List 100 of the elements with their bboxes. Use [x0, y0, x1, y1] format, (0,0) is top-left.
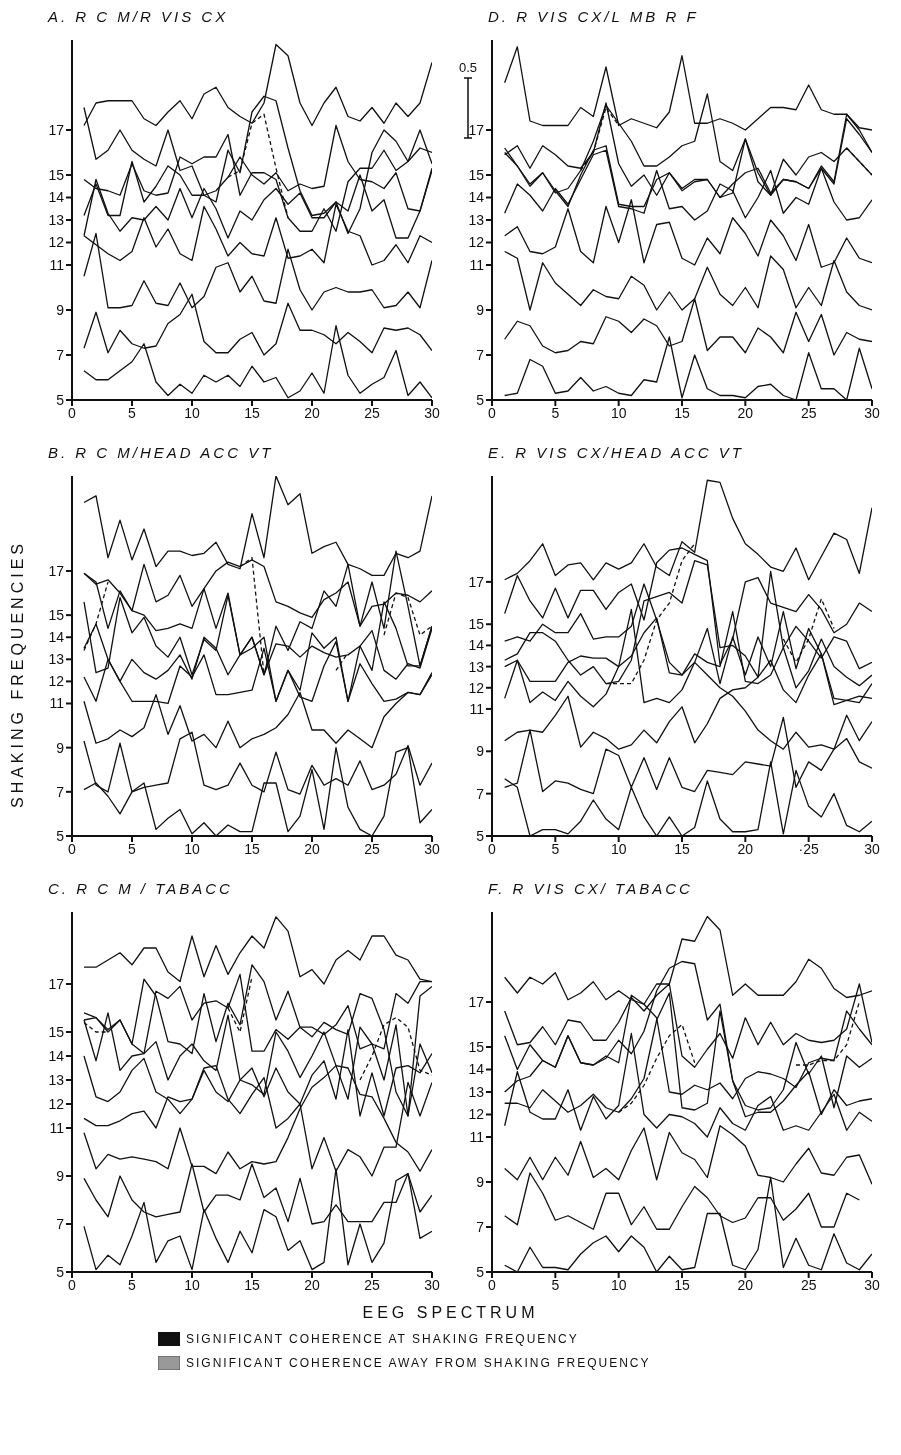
x-tick-label: 30 [864, 840, 880, 857]
x-tick-label: 15 [674, 404, 690, 421]
y-tick-label: 15 [468, 166, 485, 183]
x-tick-label: ·25 [798, 840, 819, 857]
y-tick-label: 15 [468, 1038, 485, 1055]
y-tick-label: 7 [476, 346, 485, 363]
y-tick-label: 14 [48, 189, 65, 206]
y-tick-label: 5 [56, 391, 65, 408]
y-tick-label: 13 [48, 651, 65, 668]
x-axis-title: EEG SPECTRUM [361, 1304, 540, 1322]
x-tick-label: 25 [364, 1276, 380, 1293]
x-tick-label: 25 [364, 840, 380, 857]
y-tick-label: 11 [469, 1128, 485, 1145]
x-tick-label: 5 [551, 1276, 560, 1293]
x-tick-label: 0 [68, 404, 77, 421]
y-tick-label: 12 [48, 234, 65, 251]
y-tick-label: 17 [468, 573, 485, 590]
x-tick-label: 5 [128, 404, 137, 421]
x-tick-label: 30 [424, 840, 440, 857]
y-tick-label: 7 [56, 1215, 65, 1232]
y-tick-label: 12 [48, 1095, 65, 1112]
y-tick-label: 5 [56, 1263, 65, 1280]
x-tick-label: 10 [610, 1276, 627, 1293]
y-axis-title: SHAKING FREQUENCIES [9, 539, 27, 809]
x-tick-label: 15 [674, 1276, 690, 1293]
y-tick-label: 13 [468, 1083, 485, 1100]
y-tick-label: 14 [48, 629, 65, 646]
y-tick-label: 14 [468, 637, 485, 654]
x-tick-label: 30 [424, 1276, 440, 1293]
text: SIGNIFICANT COHERENCE AT SHAKING FREQUENCY [186, 1332, 579, 1346]
x-tick-label: 20 [737, 404, 754, 421]
y-tick-label: 11 [49, 1119, 65, 1136]
y-tick-label: 11 [469, 700, 485, 717]
y-tick-label: 12 [468, 679, 485, 696]
y-tick-label: 15 [48, 607, 65, 624]
y-tick-label: 17 [48, 121, 65, 138]
x-tick-label: 0 [68, 840, 77, 857]
x-tick-label: 20 [304, 404, 320, 421]
x-tick-label: 5 [128, 1276, 137, 1293]
x-tick-label: 25 [800, 1276, 817, 1293]
y-tick-label: 12 [468, 234, 485, 251]
x-tick-label: 10 [610, 840, 627, 857]
x-tick-label: 20 [737, 840, 754, 857]
x-tick-label: 5 [551, 404, 560, 421]
x-tick-label: 0 [488, 840, 497, 857]
y-tick-label: 17 [48, 975, 65, 992]
chart-title: A. R C M/R VIS CX [48, 8, 230, 27]
x-tick-label: 0 [488, 404, 497, 421]
x-tick-label: 30 [864, 404, 880, 421]
y-tick-label: 14 [48, 1047, 65, 1064]
y-tick-label: 9 [476, 301, 485, 318]
x-tick-label: 20 [304, 840, 320, 857]
y-tick-label: 9 [56, 739, 65, 756]
x-tick-label: 15 [244, 840, 260, 857]
x-tick-label: 15 [674, 840, 690, 857]
y-tick-label: 7 [476, 785, 485, 802]
y-tick-label: 9 [476, 1173, 485, 1190]
chart-title: D. R VIS CX/L MB R F [488, 8, 700, 27]
y-tick-label: 5 [476, 391, 485, 408]
y-tick-label: 17 [48, 562, 65, 579]
y-tick-label: 13 [468, 658, 485, 675]
chart-title: C. R C M / TABACC [48, 880, 234, 899]
x-tick-label: 0 [68, 1276, 77, 1293]
chart-title: B. R C M/HEAD ACC VT [48, 444, 275, 463]
y-tick-label: 14 [468, 1061, 485, 1078]
y-tick-label: 14 [468, 189, 485, 206]
x-tick-label: 30 [424, 404, 440, 421]
y-tick-label: 17 [468, 993, 485, 1010]
y-tick-label: 13 [48, 1071, 65, 1088]
y-tick-label: 15 [48, 1023, 65, 1040]
chart-title: E. R VIS CX/HEAD ACC VT [488, 444, 745, 463]
y-tick-label: 9 [56, 1167, 65, 1184]
x-tick-label: 10 [610, 404, 627, 421]
x-tick-label: 10 [184, 840, 200, 857]
y-tick-label: 9 [476, 743, 485, 760]
y-tick-label: 5 [56, 827, 65, 844]
x-tick-label: 15 [244, 1276, 260, 1293]
y-tick-label: 11 [469, 256, 485, 273]
x-tick-label: 25 [364, 404, 380, 421]
y-tick-label: 7 [56, 346, 65, 363]
x-tick-label: 25 [800, 404, 817, 421]
y-tick-label: 15 [48, 166, 65, 183]
y-tick-label: 7 [56, 783, 65, 800]
text: SIGNIFICANT COHERENCE AWAY FROM SHAKING FREQUENCY [186, 1356, 651, 1370]
x-tick-label: 10 [184, 404, 200, 421]
x-tick-label: 20 [737, 1276, 754, 1293]
y-tick-label: 15 [468, 616, 485, 633]
x-tick-label: 10 [184, 1276, 200, 1293]
x-tick-label: 30 [864, 1276, 880, 1293]
y-tick-label: 5 [476, 827, 485, 844]
y-tick-label: 5 [476, 1263, 485, 1280]
text: 0.5 [457, 60, 479, 75]
y-tick-label: 13 [468, 211, 485, 228]
y-tick-label: 13 [48, 211, 65, 228]
y-tick-label: 12 [468, 1106, 485, 1123]
x-tick-label: 20 [304, 1276, 320, 1293]
y-tick-label: 17 [468, 121, 485, 138]
x-tick-label: 15 [244, 404, 260, 421]
y-tick-label: 7 [476, 1218, 485, 1235]
x-tick-label: 5 [551, 840, 560, 857]
